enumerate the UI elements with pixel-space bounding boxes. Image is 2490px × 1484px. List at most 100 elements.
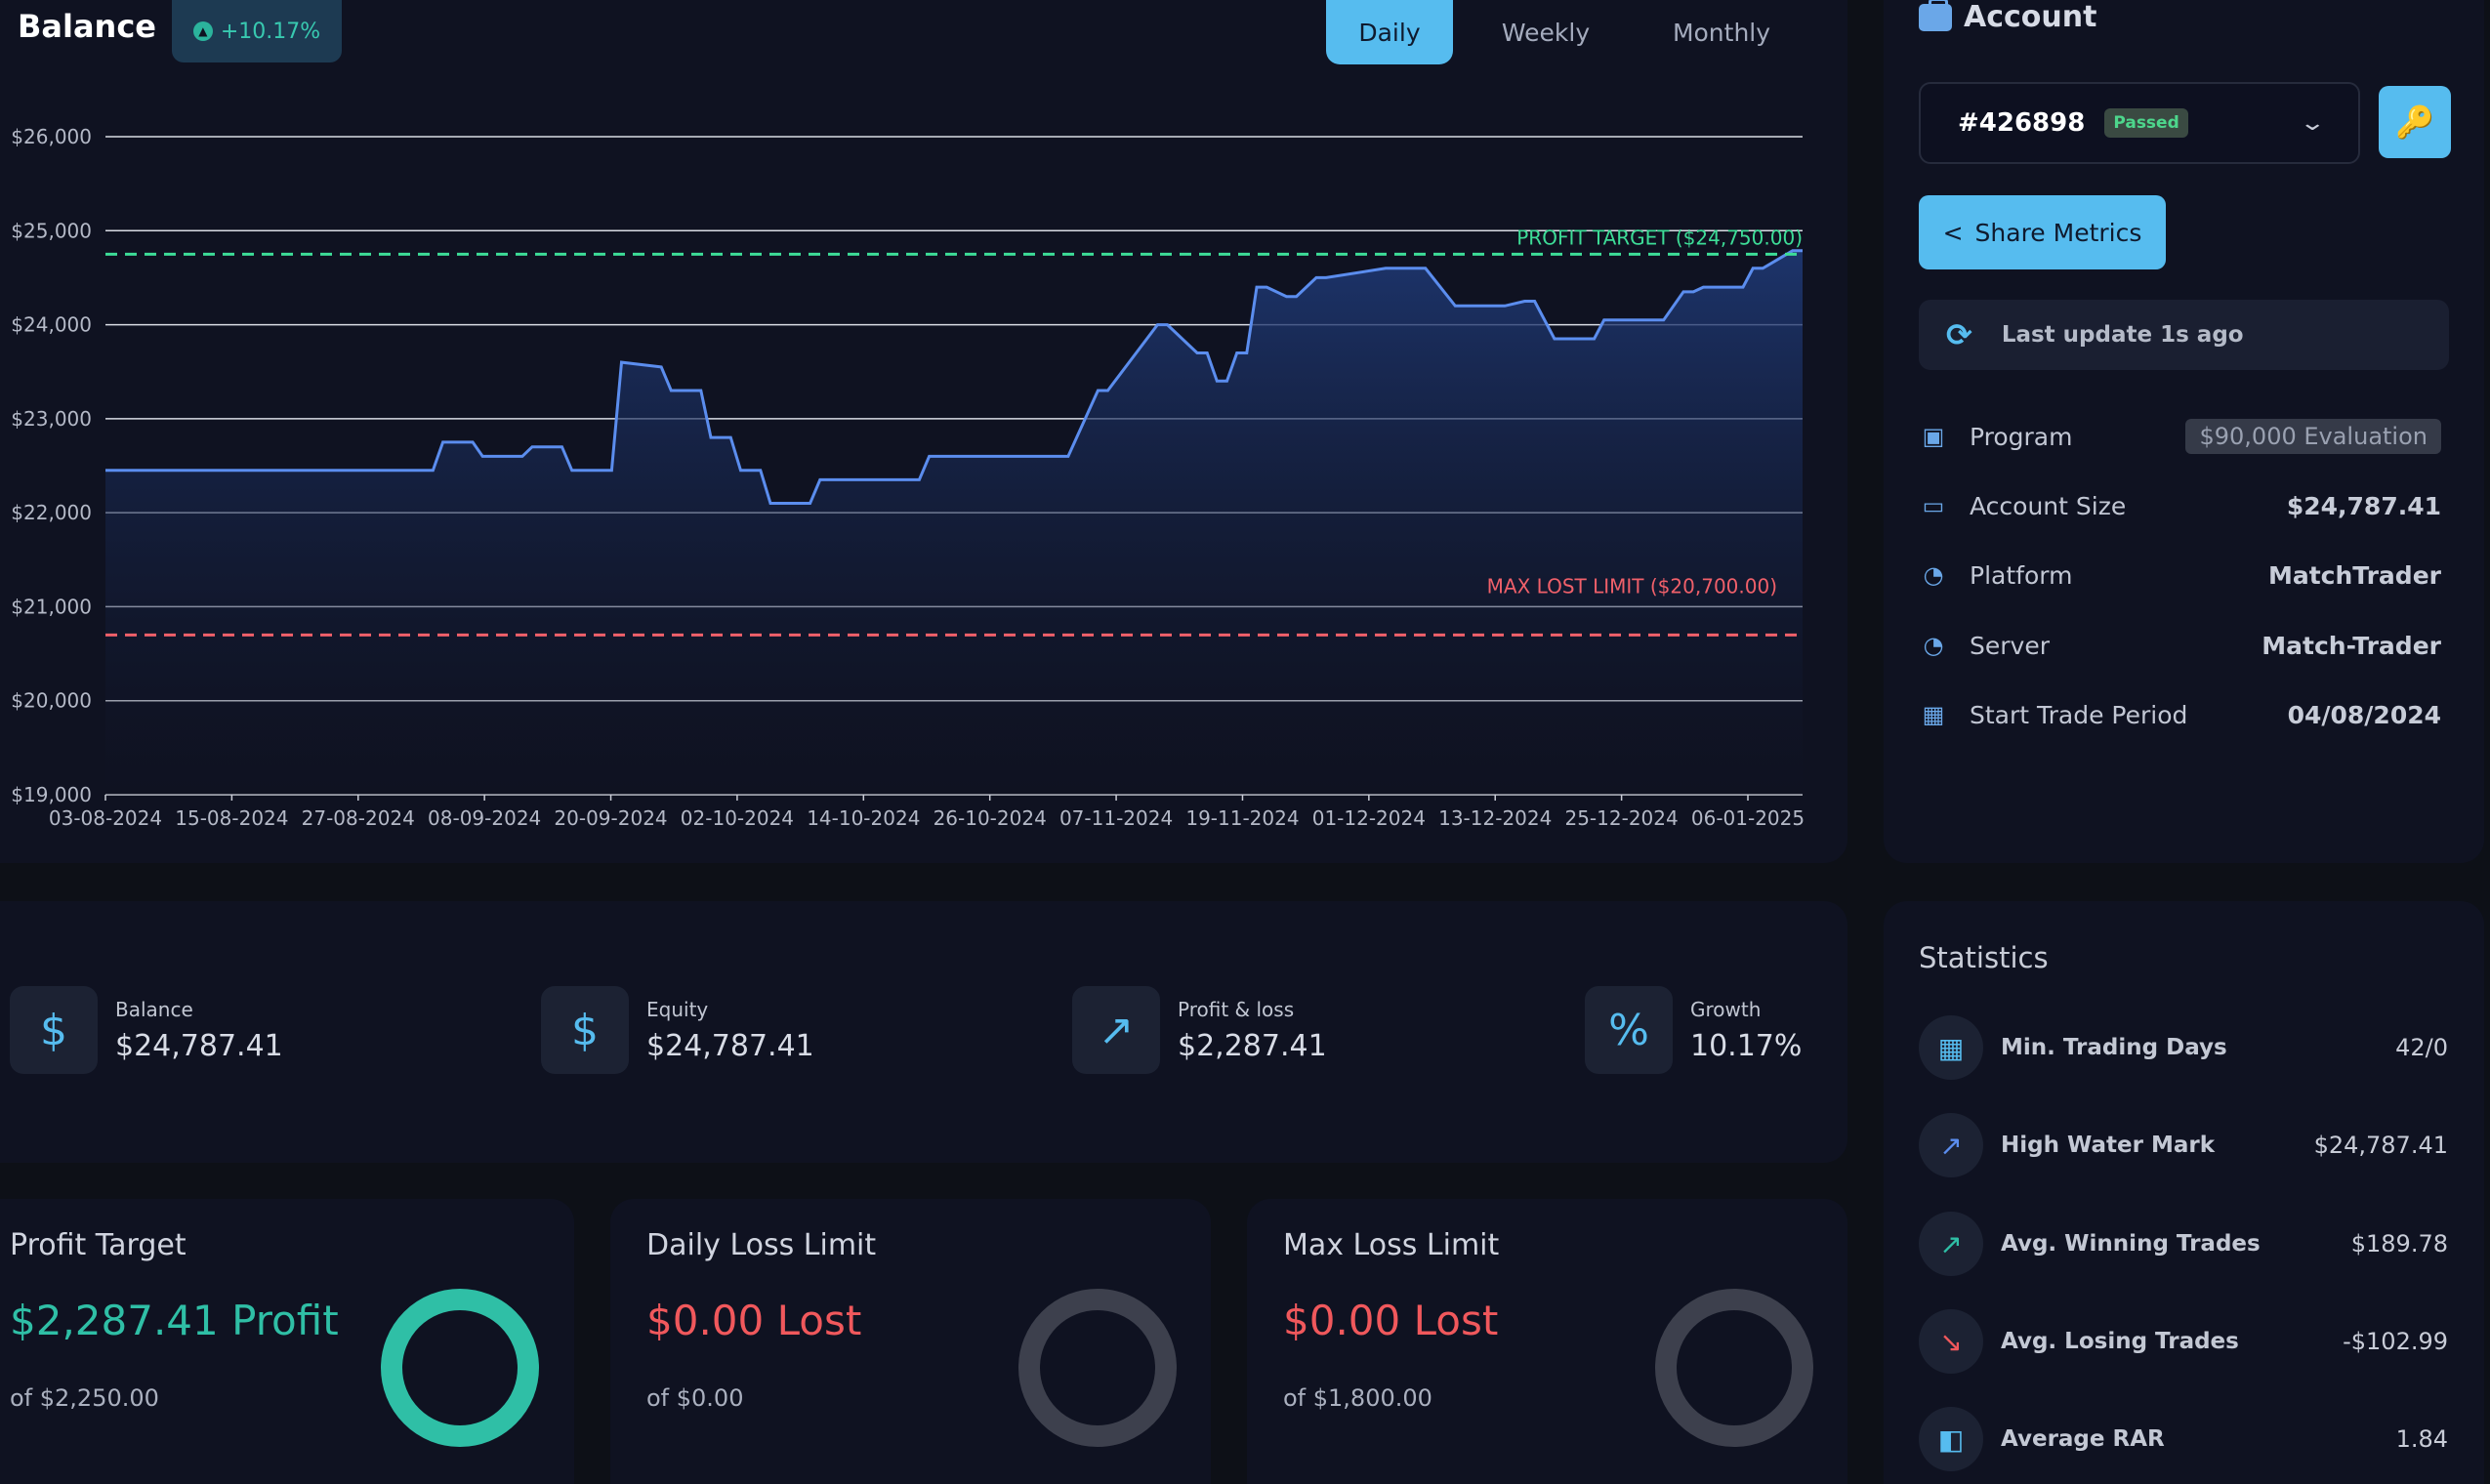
stat-value: 42/0 <box>2395 1034 2448 1061</box>
balance-line <box>105 249 1803 505</box>
y-tick-label: $25,000 <box>11 219 92 242</box>
metric-value: $24,787.41 <box>115 1028 283 1063</box>
program-chip: $90,000 Evaluation <box>2185 419 2441 454</box>
y-tick-label: $23,000 <box>11 407 92 431</box>
metric-value: $24,787.41 <box>646 1028 814 1063</box>
tab-daily[interactable]: Daily <box>1326 0 1453 64</box>
y-tick-label: $21,000 <box>11 595 92 618</box>
balance-area <box>105 250 1803 795</box>
x-tick-label: 06-01-2025 <box>1691 806 1805 830</box>
account-title: Account <box>1919 0 2096 34</box>
x-tick-label: 25-12-2024 <box>1564 806 1678 830</box>
x-tick-label: 26-10-2024 <box>934 806 1047 830</box>
stat-avg-losing-trades: ↘ Avg. Losing Trades -$102.99 <box>1919 1309 2448 1374</box>
max-loss-limit-card: Max Loss Limit $0.00 Lost of $1,800.00 <box>1247 1199 1847 1484</box>
stat-label: High Water Mark <box>2001 1133 2216 1158</box>
account-row-start-period: ▦ Start Trade Period 04/08/2024 <box>1919 690 2441 739</box>
clock-icon: ◔ <box>1923 561 1944 589</box>
stat-min-trading-days: ▦ Min. Trading Days 42/0 <box>1919 1015 2448 1080</box>
balance-chart: PROFIT TARGET ($24,750.00) MAX LOST LIMIT… <box>11 125 1805 830</box>
dollar-icon: $ <box>541 986 629 1074</box>
statistics-title: Statistics <box>1919 941 2049 974</box>
tab-monthly[interactable]: Monthly <box>1672 18 1771 47</box>
account-row-program: ▣ Program $90,000 Evaluation <box>1919 412 2441 461</box>
y-tick-label: $19,000 <box>11 783 92 806</box>
tab-weekly[interactable]: Weekly <box>1501 18 1591 47</box>
card-title: Max Loss Limit <box>1283 1228 1500 1262</box>
y-tick-label: $20,000 <box>11 689 92 713</box>
account-row-label: Account Size <box>1970 491 2127 520</box>
metric-profit-loss: ↗ Profit & loss $2,287.41 <box>1072 986 1327 1074</box>
stat-label: Min. Trading Days <box>2001 1035 2227 1060</box>
trend-down-icon: ↘ <box>1919 1309 1983 1374</box>
arrow-up-circle-icon: ▲ <box>192 21 213 41</box>
x-tick-label: 14-10-2024 <box>807 806 920 830</box>
daily-loss-limit-card: Daily Loss Limit $0.00 Lost of $0.00 <box>610 1199 1211 1484</box>
account-row-server: ◔ Server Match-Trader <box>1919 621 2441 670</box>
max-loss-label: MAX LOST LIMIT ($20,700.00) <box>1487 574 1777 598</box>
metrics-panel <box>0 901 1847 1163</box>
stat-value: -$102.99 <box>2343 1328 2448 1355</box>
account-row-label: Program <box>1970 422 2073 451</box>
account-row-platform: ◔ Platform MatchTrader <box>1919 551 2441 599</box>
account-row-value: Match-Trader <box>2262 631 2441 660</box>
status-badge: Passed <box>2104 108 2188 138</box>
share-metrics-label: Share Metrics <box>1974 218 2142 247</box>
last-update-bar: ⟳ Last update 1s ago <box>1919 300 2449 370</box>
account-row-size: ▭ Account Size $24,787.41 <box>1919 481 2441 530</box>
briefcase-icon <box>1919 0 1952 31</box>
x-tick-label: 07-11-2024 <box>1059 806 1173 830</box>
statistics-panel <box>1884 901 2484 1484</box>
growth-badge: ▲ +10.17% <box>172 0 342 62</box>
wallet-icon: ◧ <box>1919 1407 1983 1471</box>
stat-value: $189.78 <box>2350 1230 2448 1257</box>
card-title: Profit Target <box>10 1228 187 1262</box>
y-tick-label: $24,000 <box>11 313 92 337</box>
percent-icon: % <box>1585 986 1673 1074</box>
stat-value: $24,787.41 <box>2313 1132 2448 1159</box>
account-row-value: 04/08/2024 <box>2287 700 2441 729</box>
account-row-label: Platform <box>1970 560 2073 590</box>
account-title-label: Account <box>1964 0 2097 34</box>
x-tick-label: 08-09-2024 <box>428 806 541 830</box>
card-main-value: $2,287.41 Profit <box>10 1297 339 1344</box>
clock-icon: ◔ <box>1923 632 1944 659</box>
key-icon: 🔑 <box>2395 103 2434 141</box>
card-sub-value: of $0.00 <box>646 1384 744 1412</box>
stat-avg-winning-trades: ↗ Avg. Winning Trades $189.78 <box>1919 1212 2448 1276</box>
stat-label: Average RAR <box>2001 1426 2165 1452</box>
metric-label: Profit & loss <box>1178 997 1295 1021</box>
card-sub-value: of $2,250.00 <box>10 1384 159 1412</box>
x-tick-label: 13-12-2024 <box>1438 806 1552 830</box>
x-tick-label: 20-09-2024 <box>554 806 667 830</box>
share-metrics-button[interactable]: < Share Metrics <box>1919 195 2166 269</box>
key-button[interactable]: 🔑 <box>2379 86 2451 158</box>
growth-badge-value: +10.17% <box>220 19 321 44</box>
metric-label: Equity <box>646 997 709 1021</box>
y-tick-label: $22,000 <box>11 501 92 524</box>
metric-growth: % Growth 10.17% <box>1585 986 1802 1074</box>
dollar-icon: $ <box>10 986 98 1074</box>
account-select[interactable]: #426898 Passed ⌄ <box>1919 82 2360 164</box>
metric-value: $2,287.41 <box>1178 1028 1327 1063</box>
metric-equity: $ Equity $24,787.41 <box>541 986 814 1074</box>
trend-up-icon: ↗ <box>1072 986 1160 1074</box>
metric-label: Growth <box>1690 997 1762 1021</box>
card-main-value: $0.00 Lost <box>646 1297 862 1344</box>
progress-ring <box>381 1289 539 1447</box>
y-tick-label: $26,000 <box>11 125 92 148</box>
refresh-icon[interactable]: ⟳ <box>1946 316 1972 353</box>
metric-label: Balance <box>115 997 193 1021</box>
calendar-icon: ▦ <box>1922 701 1945 728</box>
chevron-down-icon: ⌄ <box>2298 110 2326 136</box>
card-title: Daily Loss Limit <box>646 1228 877 1262</box>
metric-balance: $ Balance $24,787.41 <box>10 986 283 1074</box>
stat-average-rar: ◧ Average RAR 1.84 <box>1919 1407 2448 1471</box>
profit-target-label: PROFIT TARGET ($24,750.00) <box>1516 226 1803 249</box>
stat-label: Avg. Losing Trades <box>2001 1329 2239 1354</box>
account-id: #426898 <box>1958 108 2086 138</box>
card-sub-value: of $1,800.00 <box>1283 1384 1432 1412</box>
balance-title: Balance <box>18 8 156 45</box>
stat-value: 1.84 <box>2395 1425 2448 1453</box>
x-tick-label: 03-08-2024 <box>49 806 162 830</box>
